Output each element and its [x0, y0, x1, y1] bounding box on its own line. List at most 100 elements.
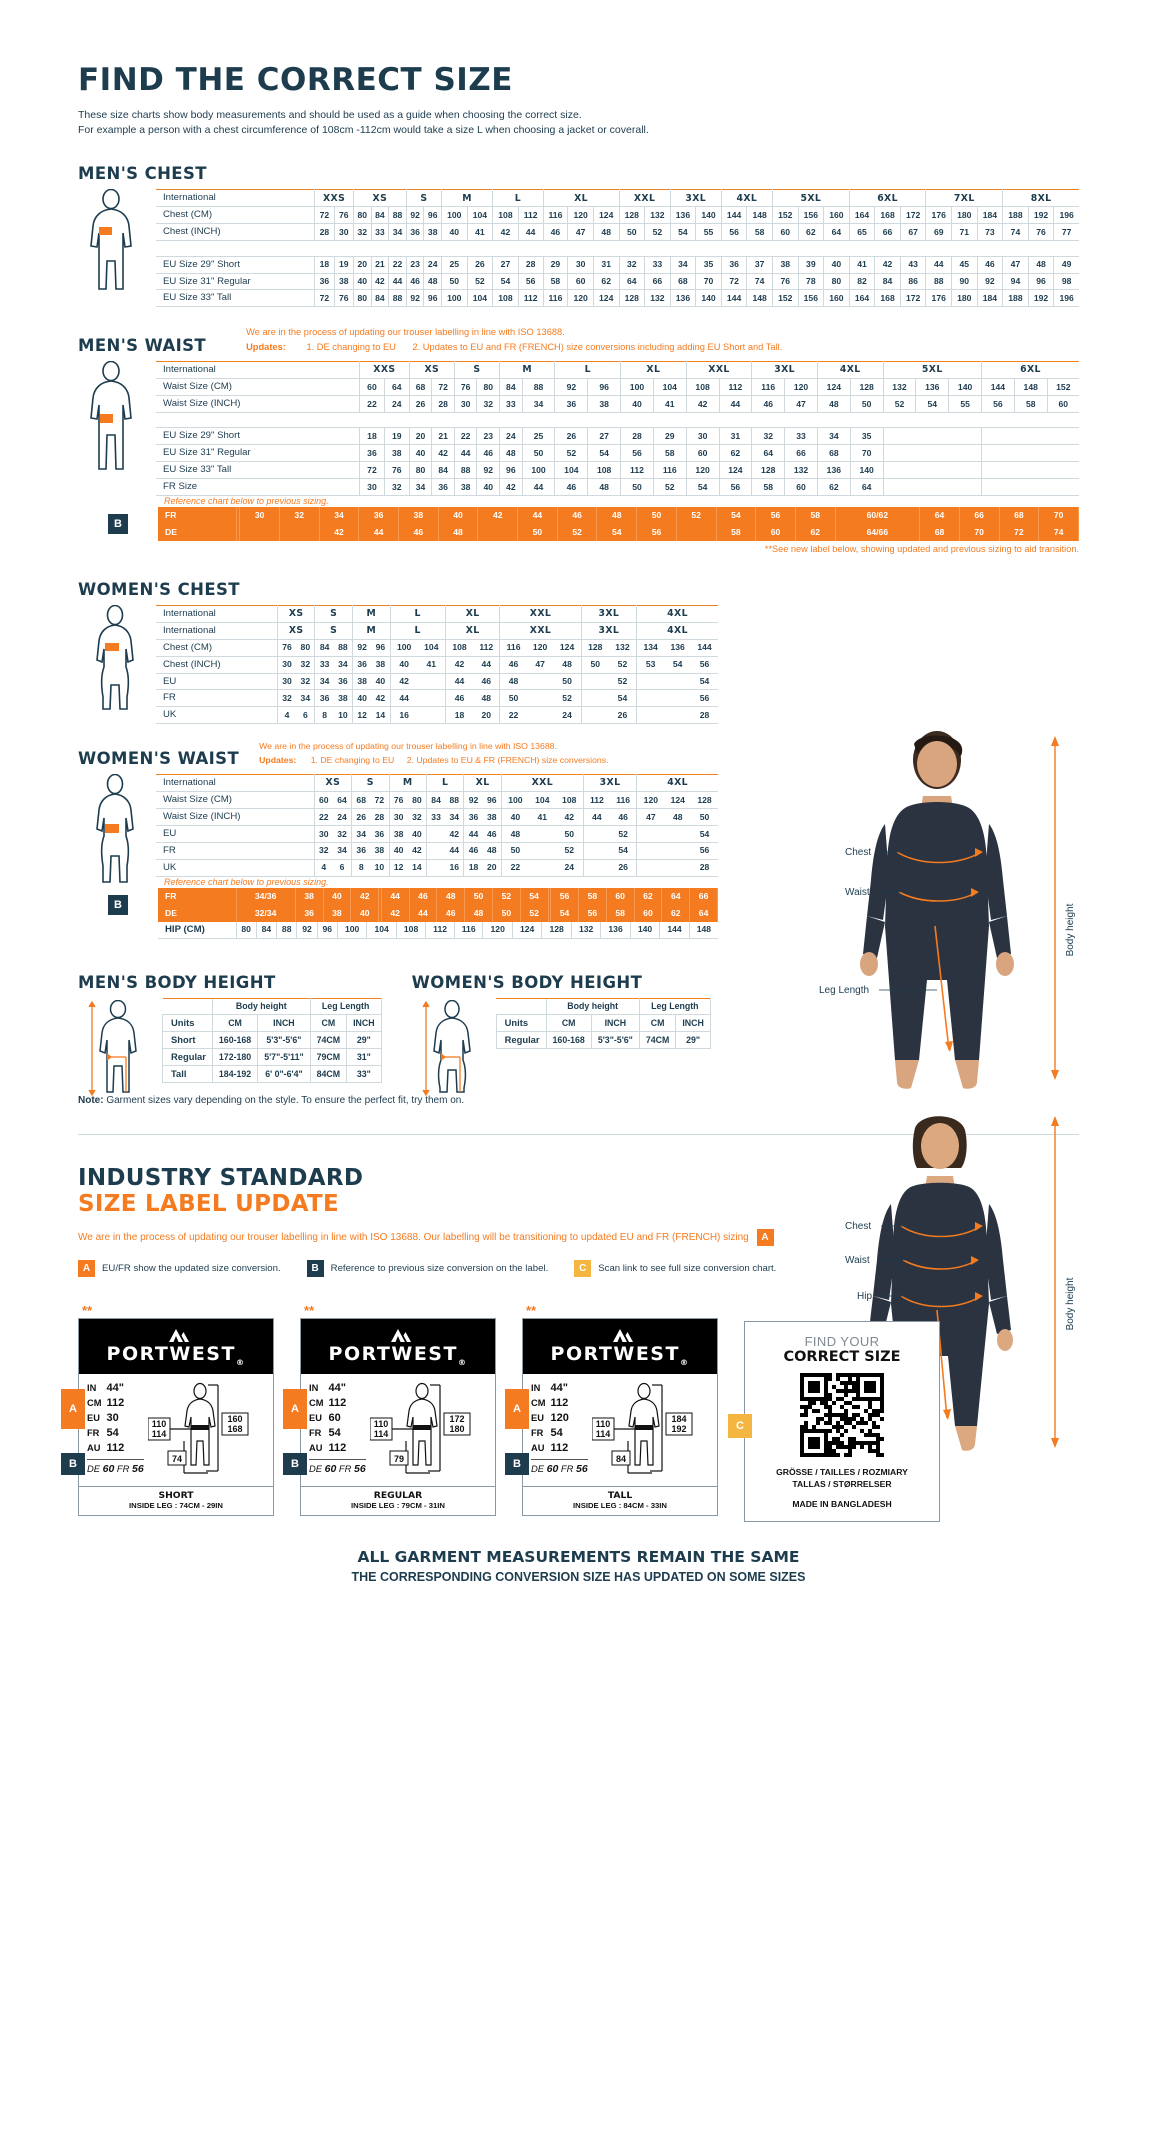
cell: 54: [672, 659, 683, 670]
reference-cell: 70: [1038, 506, 1079, 524]
table-row: EU 30 32 34 36 38 40 42 44 46 48 50 52 54: [156, 673, 718, 690]
cell: [981, 427, 1079, 445]
reference-cell: 68: [919, 523, 960, 541]
reference-cell: 40: [323, 887, 352, 905]
cell: 64: [383, 378, 410, 396]
row-label: FR: [163, 692, 176, 704]
cell: 140: [948, 378, 982, 396]
previous-size-conversion: DE 60 FR 56: [531, 1459, 588, 1476]
reference-cell: 50: [517, 523, 558, 541]
cell: 86: [899, 273, 926, 290]
cell: 78: [797, 273, 824, 290]
size-header: XL: [620, 361, 687, 379]
reference-cell: 50: [464, 887, 493, 905]
cell: 20: [481, 710, 492, 721]
reference-cell: 58: [716, 523, 757, 541]
cell: 108: [492, 289, 519, 307]
brand-name: PORTWEST®: [328, 1342, 468, 1367]
reference-cell: [548, 904, 552, 922]
mens-waist-table: International XXS XS S M L XL XXL 3XL 4XL 5XL 6XL Wa…: [156, 361, 1079, 496]
reference-cell: 50: [492, 904, 521, 922]
table-row: Waist Size (CM) 60 64 68 72 76 80 84 88 92 96 100 10…: [156, 791, 718, 809]
cell: 196: [1053, 206, 1079, 224]
qr-code-container[interactable]: [753, 1372, 931, 1466]
reference-row: DE 42 44 46 48 50 52 54 56 58 60 62 64/66 68 70 72 74: [158, 523, 1079, 541]
cell: 112: [517, 206, 544, 224]
cell: 12: [388, 859, 408, 877]
reference-cell: 32/34: [236, 904, 296, 922]
cell: 50: [849, 395, 884, 413]
cell: 48: [672, 811, 683, 822]
cell: 72: [314, 289, 335, 307]
cell: 124: [816, 378, 851, 396]
size-header: 6XL: [848, 189, 926, 207]
cell: 46: [751, 395, 785, 413]
cell: 36: [351, 842, 371, 860]
size-header: 4XL: [816, 361, 884, 379]
cell: 60: [567, 273, 594, 290]
cell: 52: [564, 845, 574, 856]
womens-waist-update-note: We are in the process of updating our tr…: [259, 740, 608, 768]
row-label: EU: [163, 675, 177, 687]
cell: 180: [951, 289, 978, 307]
bh-group-header-row: Body height Leg Length: [496, 997, 711, 1015]
cell: 33: [314, 656, 334, 674]
mens-waist-figure: [78, 361, 156, 496]
cell: 22: [359, 395, 385, 413]
cell: 80: [300, 642, 311, 653]
cell: 8: [314, 706, 334, 724]
reference-cell: 44: [358, 523, 399, 541]
table-row: EU Size 29" Short 18 19 20 21 22 23 24 25 26 27 28 2…: [156, 427, 1079, 445]
cell: 46: [486, 828, 497, 839]
cell: 120: [636, 791, 665, 809]
cell: 56: [981, 395, 1015, 413]
cell: 29: [542, 256, 568, 274]
cell: 20: [486, 862, 497, 873]
row-label: EU Size 31" Regular: [163, 447, 251, 459]
womens-waist-table: International XS S M L XL XXL 3XL 4XL Waist Size …: [156, 774, 718, 877]
reference-cell: 62: [634, 887, 663, 905]
svg-text:180: 180: [449, 1424, 464, 1434]
cell: 136: [670, 642, 685, 653]
cell: 100: [620, 378, 654, 396]
measurement-key: EU: [309, 1413, 322, 1424]
cell: 28: [374, 811, 385, 822]
cell: 44: [718, 395, 752, 413]
reference-cell: [477, 523, 519, 541]
cell: 172: [899, 289, 926, 307]
svg-text:114: 114: [595, 1429, 610, 1439]
cell: 40: [352, 273, 372, 290]
cell: 48: [500, 825, 529, 843]
measurement-key: AU: [531, 1443, 545, 1454]
measurement-value: 112: [106, 1397, 125, 1410]
cell: 34: [338, 659, 348, 670]
cell: 44: [521, 478, 555, 496]
cell: [664, 842, 691, 859]
bh-sub-header: CM: [545, 1013, 592, 1032]
cell: 38: [375, 659, 386, 670]
row-label: Chest (INCH): [163, 658, 221, 670]
womens-hip-table: HIP (CM) 80 84 88 92 96 100 104 108 112 116 120 124 1…: [158, 921, 718, 939]
reference-cell: 46: [398, 523, 439, 541]
size-label-card: ** PORTWEST® IN 44" CM 112 EU 60 FR 54 AU 112 DE 60 …: [283, 1303, 496, 1517]
size-header: S: [314, 622, 353, 640]
cell: 140: [629, 921, 660, 939]
cell: 32: [618, 256, 645, 274]
cell: 64: [751, 444, 785, 462]
reference-cell: 52: [557, 523, 598, 541]
size-chart-page: FIND THE CORRECT SIZE These size charts …: [0, 62, 1157, 1584]
cell: 42: [685, 395, 719, 413]
mens-chest-table: International XXS XS S M L XL XXL 3XL 4XL 5XL 6XL 7X…: [156, 189, 1079, 307]
cell: 22: [388, 256, 407, 274]
cell: [636, 706, 665, 724]
label-footer: SHORT INSIDE LEG : 74CM - 29IN: [79, 1486, 273, 1515]
cell: 116: [542, 206, 568, 224]
cell: 176: [925, 289, 952, 307]
cell: 96: [1027, 273, 1054, 290]
cell: 74: [746, 273, 773, 290]
cell: 48: [1027, 256, 1054, 274]
cell: 14: [375, 710, 386, 721]
mens-waist-ref-note: Reference chart below to previous sizing…: [164, 495, 329, 506]
size-header: L: [389, 622, 446, 640]
cell: 34: [669, 256, 696, 274]
